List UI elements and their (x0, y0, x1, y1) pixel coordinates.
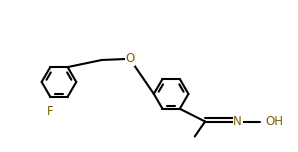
Text: O: O (125, 52, 134, 65)
Text: O: O (125, 52, 134, 65)
Text: N: N (233, 115, 242, 128)
Text: OH: OH (266, 115, 284, 128)
Text: F: F (47, 105, 54, 118)
